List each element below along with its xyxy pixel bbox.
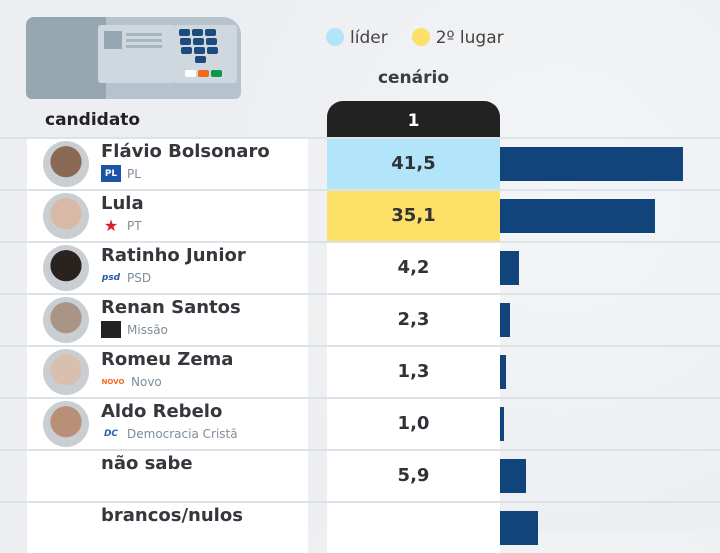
table-row: Flávio Bolsonaro PL PL 41,5 bbox=[0, 137, 720, 189]
candidate-heading: candidato bbox=[45, 110, 141, 130]
legend: líder 2º lugar bbox=[326, 28, 504, 48]
table-row: não sabe 5,9 bbox=[0, 449, 720, 501]
value-label: 4,2 bbox=[327, 243, 500, 293]
bar bbox=[500, 407, 505, 441]
candidate-name: brancos/nulos bbox=[101, 505, 243, 526]
value-label: 5,9 bbox=[327, 451, 500, 501]
party-name: PL bbox=[127, 166, 141, 181]
value-label: 35,1 bbox=[327, 191, 500, 241]
party: PL PL bbox=[101, 165, 141, 182]
scenario-tab: 1 bbox=[327, 101, 500, 137]
table-row: Ratinho Junior psd PSD 4,2 bbox=[0, 241, 720, 293]
candidate-name: Renan Santos bbox=[101, 297, 241, 318]
legend-second: 2º lugar bbox=[411, 28, 504, 48]
candidate-name: Ratinho Junior bbox=[101, 245, 246, 266]
party: DC Democracia Cristã bbox=[101, 425, 238, 442]
party-name: Novo bbox=[131, 374, 162, 389]
party: NOVO Novo bbox=[101, 373, 162, 390]
party-logo-icon: psd bbox=[101, 272, 121, 283]
party-name: Democracia Cristã bbox=[127, 426, 238, 441]
party-name: PSD bbox=[127, 270, 152, 285]
candidate-cell: brancos/nulos bbox=[27, 503, 308, 553]
bar bbox=[500, 147, 683, 181]
candidate-cell: não sabe bbox=[27, 451, 308, 501]
value-label: 41,5 bbox=[327, 139, 500, 189]
candidate-name: Aldo Rebelo bbox=[101, 401, 223, 422]
legend-second-label: 2º lugar bbox=[435, 28, 504, 48]
second-color-dot bbox=[411, 28, 430, 46]
candidate-avatar bbox=[43, 245, 89, 291]
candidate-name: Romeu Zema bbox=[101, 349, 234, 370]
party-logo-icon: DC bbox=[103, 428, 119, 439]
leader-color-dot bbox=[326, 28, 344, 46]
candidate-avatar bbox=[43, 193, 89, 239]
value-label: 1,0 bbox=[327, 399, 500, 449]
scenario-heading: cenário bbox=[377, 68, 450, 88]
candidate-cell: Aldo Rebelo DC Democracia Cristã bbox=[27, 399, 308, 449]
party-name: Missão bbox=[127, 322, 168, 337]
party-logo-icon: PL bbox=[101, 165, 121, 182]
candidate-name: Lula bbox=[101, 193, 144, 214]
candidate-cell: Ratinho Junior psd PSD bbox=[27, 243, 308, 293]
party-logo-icon: NOVO bbox=[101, 377, 125, 386]
table-row: Romeu Zema NOVO Novo 1,3 bbox=[0, 345, 720, 397]
value-label bbox=[327, 503, 500, 553]
candidate-name: não sabe bbox=[101, 453, 193, 474]
bar bbox=[500, 251, 519, 285]
value-label: 2,3 bbox=[327, 295, 500, 345]
party-name: PT bbox=[127, 218, 142, 233]
candidate-avatar bbox=[43, 401, 89, 447]
legend-leader-label: líder bbox=[350, 28, 388, 48]
candidate-cell: Lula ★ PT bbox=[27, 191, 308, 241]
candidate-cell: Renan Santos Missão bbox=[27, 295, 308, 345]
bar bbox=[500, 459, 527, 493]
party: ★ PT bbox=[101, 216, 142, 235]
party-logo-icon bbox=[101, 321, 121, 338]
legend-leader: líder bbox=[326, 28, 388, 48]
candidate-avatar bbox=[43, 349, 89, 395]
table-row: Aldo Rebelo DC Democracia Cristã 1,0 bbox=[0, 397, 720, 449]
party: psd PSD bbox=[101, 269, 151, 286]
candidate-name: Flávio Bolsonaro bbox=[101, 141, 270, 162]
bar bbox=[500, 199, 655, 233]
table-row: brancos/nulos bbox=[0, 501, 720, 553]
party-logo-icon: ★ bbox=[103, 216, 119, 235]
candidate-avatar bbox=[43, 141, 89, 187]
table-row: Lula ★ PT 35,1 bbox=[0, 189, 720, 241]
table-row: Renan Santos Missão 2,3 bbox=[0, 293, 720, 345]
candidate-avatar bbox=[43, 297, 89, 343]
bar bbox=[500, 511, 538, 545]
party: Missão bbox=[101, 321, 168, 338]
bar bbox=[500, 303, 511, 337]
candidate-cell: Romeu Zema NOVO Novo bbox=[27, 347, 308, 397]
voting-machine-illustration bbox=[26, 17, 241, 99]
bar bbox=[500, 355, 506, 389]
candidate-cell: Flávio Bolsonaro PL PL bbox=[27, 139, 308, 189]
value-label: 1,3 bbox=[327, 347, 500, 397]
